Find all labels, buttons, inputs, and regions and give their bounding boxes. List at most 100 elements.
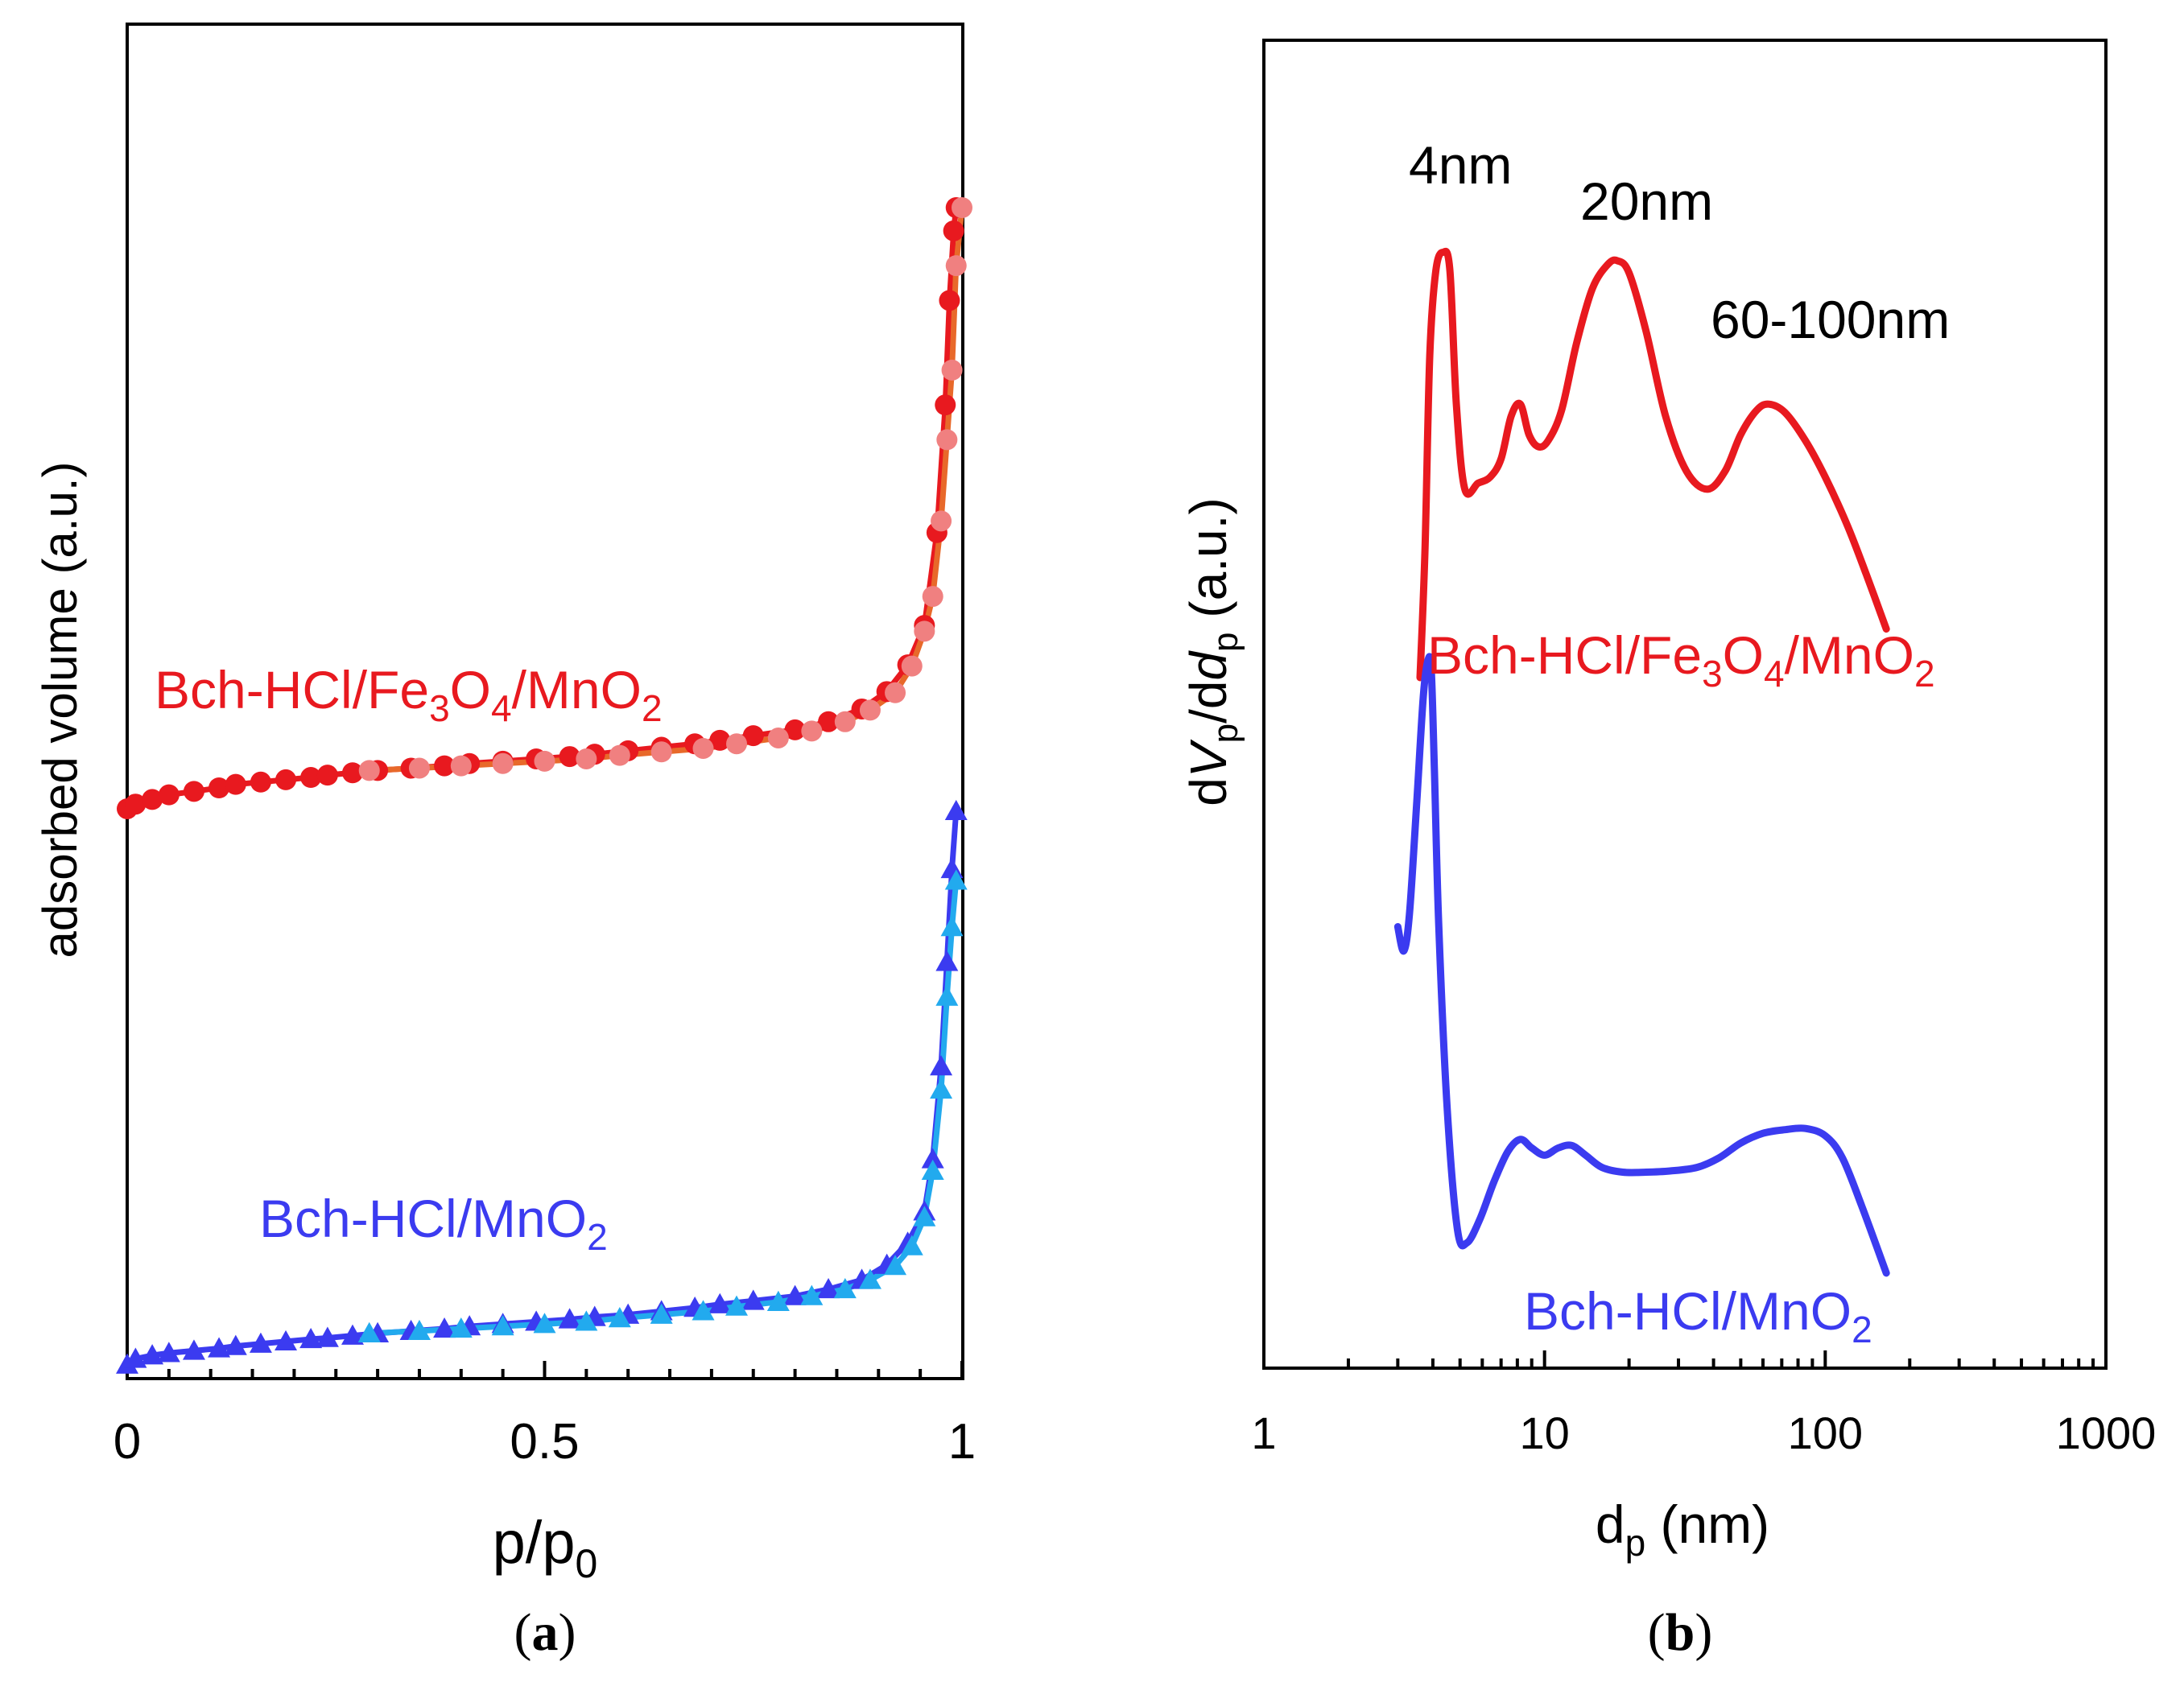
data-point bbox=[783, 1284, 807, 1305]
series-line bbox=[1393, 653, 1890, 1277]
label-part: /MnO bbox=[512, 660, 642, 719]
label-part: Bch-HCl/MnO bbox=[1524, 1281, 1852, 1341]
data-point bbox=[945, 255, 967, 277]
label-part: /MnO bbox=[1785, 625, 1914, 685]
panel-b-label-mno2: Bch-HCl/MnO2 bbox=[1524, 1281, 1872, 1350]
data-point bbox=[224, 1334, 247, 1355]
series-line bbox=[1416, 247, 1890, 682]
xlabel-tail: (nm) bbox=[1645, 1494, 1769, 1554]
panel-b-caption-letter: b bbox=[1666, 1603, 1695, 1662]
data-point bbox=[935, 394, 956, 416]
data-point bbox=[940, 857, 964, 879]
panel-a-x-label-sub: 0 bbox=[576, 1541, 598, 1586]
data-point bbox=[939, 290, 960, 311]
data-point bbox=[931, 510, 952, 532]
data-point bbox=[784, 719, 806, 740]
label-part: O bbox=[1723, 625, 1764, 685]
data-point bbox=[742, 725, 764, 747]
data-point bbox=[709, 729, 731, 751]
xlabel-sub: p bbox=[1625, 1522, 1646, 1564]
panel-a-caption-letter: a bbox=[532, 1603, 559, 1662]
data-point bbox=[208, 1337, 231, 1358]
data-point bbox=[930, 1078, 953, 1099]
data-point bbox=[142, 789, 163, 810]
data-point bbox=[726, 733, 748, 755]
data-point bbox=[358, 760, 380, 781]
data-point bbox=[914, 620, 935, 642]
data-point bbox=[650, 741, 672, 763]
panel-a-label-mno2: Bch-HCl/MnO2 bbox=[259, 1189, 608, 1258]
series-line bbox=[126, 810, 960, 1367]
annotation-20nm: 20nm bbox=[1580, 171, 1713, 231]
label-sub: 2 bbox=[1852, 1309, 1872, 1350]
data-point bbox=[157, 1342, 180, 1363]
data-point bbox=[940, 916, 964, 937]
label-sub: 3 bbox=[429, 687, 450, 729]
x-tick-label: 1 bbox=[1251, 1408, 1276, 1458]
label-sub: 2 bbox=[642, 687, 663, 729]
data-point bbox=[884, 1255, 907, 1276]
data-point bbox=[534, 750, 555, 772]
data-point bbox=[183, 781, 204, 802]
data-point bbox=[275, 1330, 298, 1351]
panel-b-x-axis-label: dp (nm) bbox=[1596, 1494, 1769, 1564]
data-point bbox=[141, 1344, 164, 1365]
data-point bbox=[858, 1268, 881, 1289]
data-point bbox=[316, 1326, 339, 1347]
data-point bbox=[433, 1317, 456, 1338]
data-point bbox=[300, 767, 322, 789]
data-point bbox=[922, 586, 943, 608]
panel-b-caption: (b) bbox=[1648, 1603, 1713, 1662]
data-point bbox=[225, 773, 246, 795]
data-point bbox=[741, 1289, 765, 1310]
data-point bbox=[944, 869, 968, 890]
data-point bbox=[818, 711, 840, 732]
data-point bbox=[182, 1339, 205, 1360]
data-point bbox=[801, 720, 823, 742]
label-sub: 4 bbox=[1764, 653, 1785, 695]
label-sub: 4 bbox=[491, 687, 512, 729]
panel-a: 0 0.5 1 adsorbed volume (a.u.) p/p0 (a) Bc… bbox=[33, 23, 976, 1662]
label-sub: 2 bbox=[587, 1216, 608, 1258]
data-point bbox=[208, 777, 230, 798]
data-point bbox=[817, 1277, 840, 1299]
panel-a-x-label-main: p/p bbox=[493, 1509, 576, 1576]
data-point bbox=[576, 748, 597, 769]
panel-b-frame bbox=[1262, 39, 2108, 1370]
data-point bbox=[936, 429, 958, 451]
ylabel-part: /d bbox=[1179, 681, 1237, 724]
data-point bbox=[935, 985, 959, 1006]
data-point bbox=[434, 755, 456, 777]
label-part: Bch-HCl/Fe bbox=[1427, 625, 1702, 685]
data-point bbox=[943, 220, 964, 241]
data-point bbox=[491, 1315, 514, 1336]
data-point bbox=[408, 757, 430, 779]
data-point bbox=[800, 1284, 824, 1305]
data-point bbox=[941, 359, 963, 381]
ylabel-part: d bbox=[1179, 777, 1237, 806]
data-point bbox=[316, 765, 338, 786]
data-point bbox=[608, 1306, 631, 1328]
data-point bbox=[533, 1313, 556, 1334]
panel-b-x-tick-labels: 1 10 100 1000 bbox=[1251, 1408, 2156, 1458]
data-point bbox=[692, 1300, 715, 1321]
x-tick-label: 0.5 bbox=[510, 1414, 579, 1470]
data-point bbox=[767, 727, 789, 748]
data-point bbox=[921, 1148, 944, 1169]
data-point bbox=[901, 655, 923, 677]
data-point bbox=[249, 1332, 272, 1353]
data-point bbox=[952, 197, 972, 218]
data-point bbox=[766, 1290, 790, 1312]
data-point bbox=[944, 799, 968, 821]
data-point bbox=[275, 769, 297, 790]
annotation-4nm: 4nm bbox=[1409, 135, 1512, 195]
data-point bbox=[575, 1310, 598, 1331]
panel-a-label-fe3o4-mno2: Bch-HCl/Fe3O4/MnO2 bbox=[155, 660, 663, 729]
ylabel-part: (a.u.) bbox=[1179, 497, 1237, 632]
x-tick-label: 0 bbox=[114, 1414, 141, 1470]
data-point bbox=[834, 711, 856, 732]
x-tick-label: 1 bbox=[948, 1414, 976, 1470]
data-point bbox=[341, 1324, 364, 1345]
data-point bbox=[885, 682, 906, 703]
